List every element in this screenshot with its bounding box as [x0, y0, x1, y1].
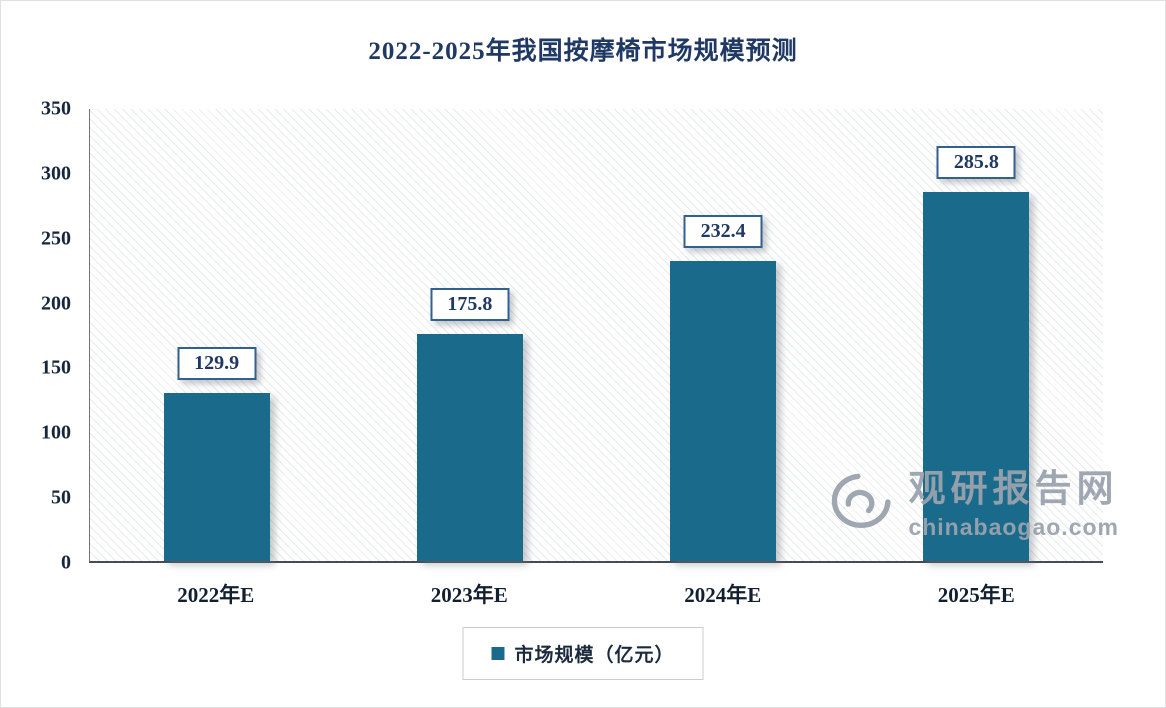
bar — [670, 260, 777, 561]
value-label: 285.8 — [936, 145, 1016, 179]
bar-group: 175.8 — [343, 109, 596, 561]
value-label: 175.8 — [430, 287, 510, 321]
y-tick-label: 50 — [51, 486, 71, 509]
bars: 129.9 175.8 232.4 285.8 — [90, 109, 1103, 561]
value-label: 232.4 — [683, 214, 763, 248]
legend-label: 市场规模（亿元） — [514, 645, 675, 666]
plot-area: 129.9 175.8 232.4 285.8 — [89, 109, 1103, 563]
bar — [163, 393, 270, 561]
value-label: 129.9 — [177, 347, 257, 381]
watermark-domain: chinabaogao.com — [908, 513, 1119, 540]
chart-title: 2022-2025年我国按摩椅市场规模预测 — [368, 38, 798, 65]
watermark: 观研报告网 chinabaogao.com — [824, 468, 1119, 541]
x-tick-label: 2022年E — [177, 583, 255, 607]
legend: 市场规模（亿元） — [462, 627, 704, 680]
legend-marker — [491, 647, 505, 660]
y-tick-label: 0 — [61, 551, 71, 574]
y-tick-label: 150 — [41, 356, 71, 379]
y-tick-label: 250 — [41, 227, 71, 250]
bar-group: 285.8 — [850, 109, 1103, 561]
y-axis: 0 50 100 150 200 250 300 350 — [1, 98, 79, 574]
watermark-text: 观研报告网 chinabaogao.com — [908, 468, 1119, 541]
x-tick-label: 2025年E — [937, 583, 1015, 607]
bar — [416, 333, 523, 561]
bar-group: 232.4 — [597, 109, 850, 561]
y-tick-label: 200 — [41, 292, 71, 315]
watermark-logo-icon — [824, 471, 894, 538]
y-tick-label: 300 — [41, 162, 71, 185]
x-tick-label: 2024年E — [684, 583, 762, 607]
x-axis: 2022年E 2023年E 2024年E 2025年E — [89, 579, 1103, 609]
x-tick-label: 2023年E — [430, 583, 508, 607]
y-tick-label: 350 — [41, 97, 71, 120]
y-tick-label: 100 — [41, 421, 71, 444]
bar — [923, 191, 1030, 561]
bar-group: 129.9 — [90, 109, 343, 561]
watermark-name: 观研报告网 — [908, 468, 1119, 509]
